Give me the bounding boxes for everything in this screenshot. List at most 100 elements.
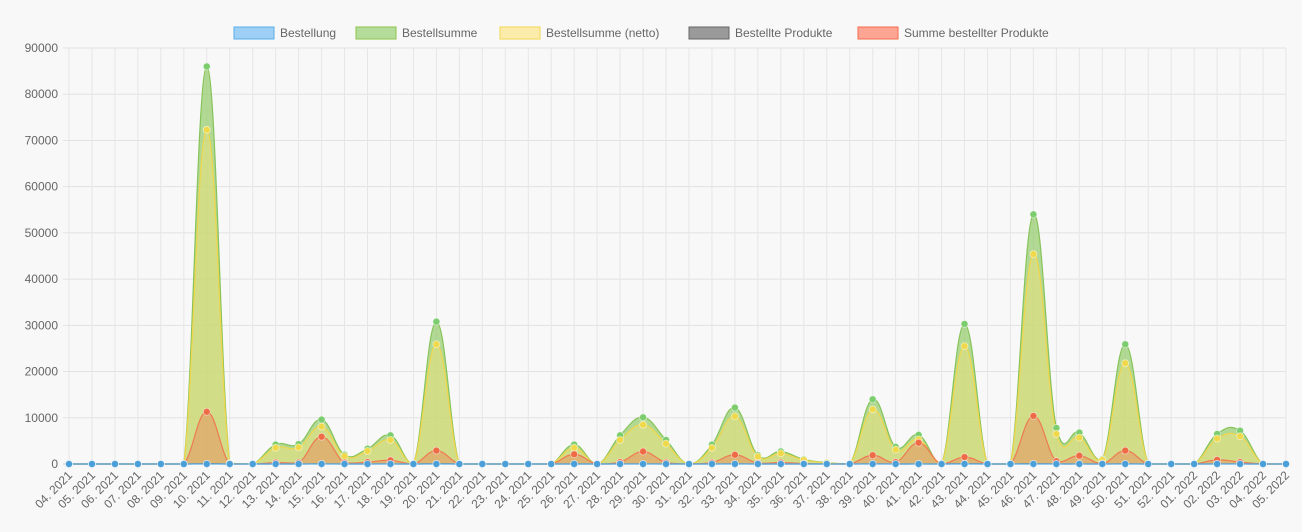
data-point[interactable] (409, 460, 418, 468)
data-point[interactable] (570, 443, 579, 452)
data-point[interactable] (432, 340, 441, 349)
data-point[interactable] (662, 439, 670, 448)
data-point[interactable] (616, 436, 624, 444)
data-point[interactable] (1052, 460, 1061, 468)
data-point[interactable] (501, 460, 510, 468)
data-point[interactable] (1121, 446, 1130, 455)
legend-label[interactable]: Summe bestellter Produkte (904, 26, 1049, 40)
data-point[interactable] (202, 125, 211, 134)
data-point[interactable] (891, 445, 900, 454)
data-point[interactable] (639, 447, 647, 456)
data-point[interactable] (1190, 460, 1199, 468)
data-point[interactable] (386, 460, 395, 468)
data-point[interactable] (1052, 430, 1061, 438)
data-point[interactable] (294, 460, 303, 468)
data-point[interactable] (432, 446, 441, 455)
data-point[interactable] (202, 407, 211, 416)
legend-swatch[interactable] (688, 26, 730, 40)
data-point[interactable] (1121, 359, 1130, 368)
data-point[interactable] (960, 460, 969, 468)
data-point[interactable] (1029, 460, 1038, 468)
data-point[interactable] (386, 436, 395, 444)
data-point[interactable] (708, 443, 716, 452)
data-point[interactable] (248, 460, 257, 468)
data-point[interactable] (960, 453, 969, 461)
data-point[interactable] (937, 460, 946, 468)
data-point[interactable] (914, 460, 923, 468)
legend-swatch[interactable] (233, 26, 275, 40)
data-point[interactable] (294, 443, 303, 452)
data-point[interactable] (1259, 460, 1267, 468)
data-point[interactable] (1213, 434, 1222, 443)
data-point[interactable] (455, 460, 464, 468)
data-point[interactable] (340, 452, 349, 461)
data-point[interactable] (731, 460, 739, 468)
legend-label[interactable]: Bestellsumme (402, 26, 478, 40)
data-point[interactable] (616, 460, 624, 468)
data-point[interactable] (317, 422, 326, 431)
data-point[interactable] (363, 447, 372, 455)
legend-swatch[interactable] (857, 26, 899, 40)
data-point[interactable] (731, 412, 739, 421)
legend-swatch[interactable] (499, 26, 541, 40)
data-point[interactable] (1167, 460, 1176, 468)
data-point[interactable] (639, 420, 647, 429)
data-point[interactable] (685, 460, 693, 468)
data-point[interactable] (822, 460, 831, 468)
data-point[interactable] (1006, 460, 1015, 468)
legend-label[interactable]: Bestellsumme (netto) (546, 26, 659, 40)
data-point[interactable] (1236, 460, 1244, 468)
data-point[interactable] (65, 460, 73, 468)
data-point[interactable] (547, 460, 556, 468)
data-point[interactable] (891, 460, 900, 468)
data-point[interactable] (271, 443, 280, 452)
data-point[interactable] (868, 451, 877, 460)
data-point[interactable] (478, 460, 487, 468)
data-point[interactable] (570, 460, 579, 468)
data-point[interactable] (776, 460, 785, 468)
data-point[interactable] (1121, 340, 1130, 349)
data-point[interactable] (1029, 210, 1038, 219)
data-point[interactable] (340, 460, 349, 468)
data-point[interactable] (1121, 460, 1130, 468)
data-point[interactable] (593, 460, 602, 468)
data-point[interactable] (133, 460, 142, 468)
data-point[interactable] (731, 450, 739, 459)
data-point[interactable] (960, 320, 969, 328)
data-point[interactable] (845, 460, 854, 468)
data-point[interactable] (271, 460, 280, 468)
data-point[interactable] (639, 413, 647, 422)
data-point[interactable] (317, 432, 326, 441)
data-point[interactable] (1213, 460, 1222, 468)
data-point[interactable] (317, 460, 326, 468)
data-point[interactable] (1144, 460, 1153, 468)
data-point[interactable] (753, 452, 762, 461)
data-point[interactable] (317, 415, 326, 424)
data-point[interactable] (1236, 432, 1244, 441)
legend-swatch[interactable] (355, 26, 397, 40)
data-point[interactable] (111, 460, 119, 468)
data-point[interactable] (1075, 433, 1084, 442)
data-point[interactable] (524, 460, 533, 468)
data-point[interactable] (1282, 460, 1290, 468)
data-point[interactable] (868, 460, 877, 468)
data-point[interactable] (156, 460, 165, 468)
legend-label[interactable]: Bestellte Produkte (735, 26, 833, 40)
data-point[interactable] (708, 460, 716, 468)
data-point[interactable] (1075, 451, 1084, 460)
data-point[interactable] (868, 395, 877, 404)
data-point[interactable] (662, 460, 670, 468)
data-point[interactable] (1029, 250, 1038, 259)
data-point[interactable] (868, 405, 877, 414)
data-point[interactable] (776, 449, 785, 458)
data-point[interactable] (179, 460, 188, 468)
data-point[interactable] (363, 460, 372, 468)
legend-label[interactable]: Bestellung (280, 26, 336, 40)
data-point[interactable] (570, 450, 579, 459)
data-point[interactable] (202, 62, 211, 71)
data-point[interactable] (225, 460, 234, 468)
data-point[interactable] (753, 460, 762, 468)
data-point[interactable] (983, 460, 992, 468)
data-point[interactable] (432, 460, 441, 468)
data-point[interactable] (914, 438, 923, 447)
